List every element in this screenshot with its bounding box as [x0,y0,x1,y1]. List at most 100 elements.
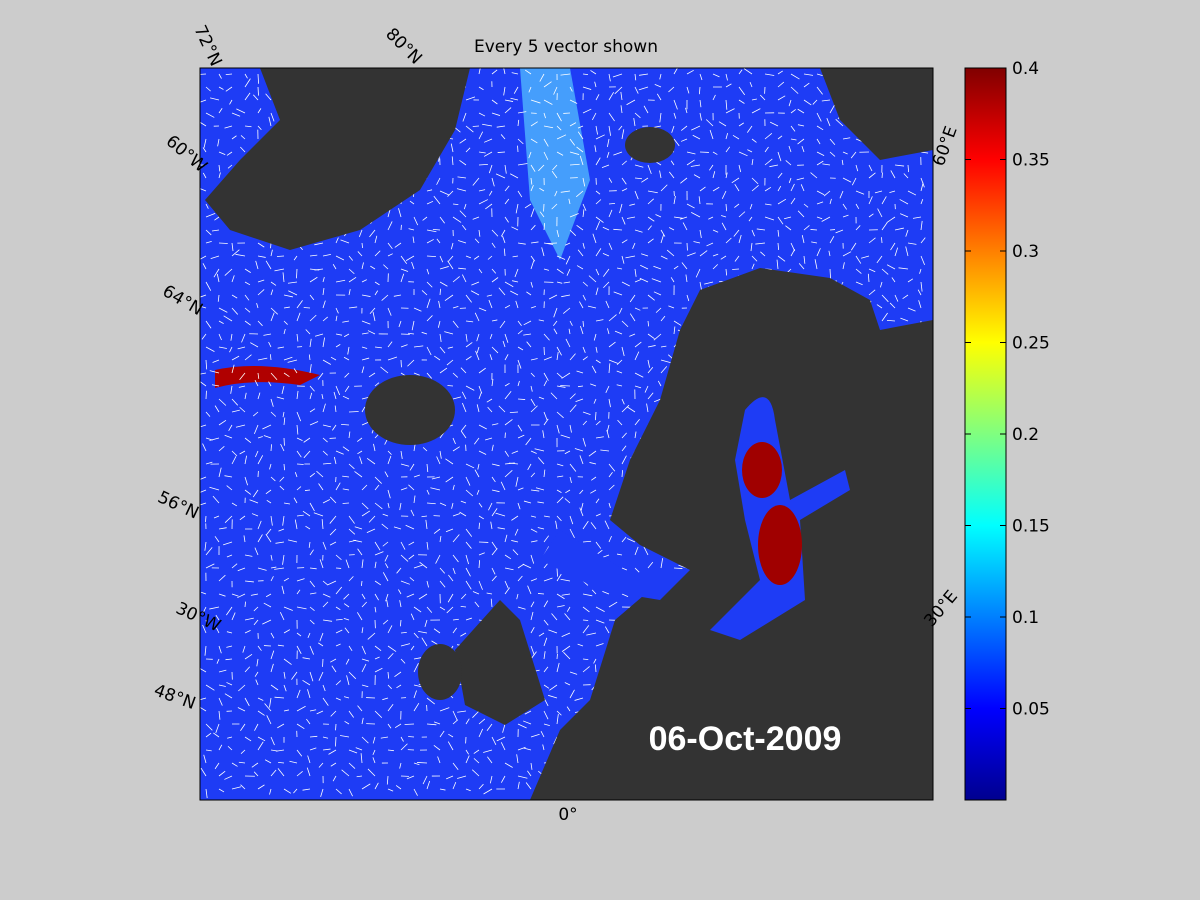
vector [530,554,535,564]
vector [641,253,649,257]
vector [556,151,564,156]
vector [294,519,298,530]
vector [470,290,480,296]
vector [439,281,448,287]
vector [491,508,498,517]
land-britain [455,600,545,725]
vector [907,190,917,196]
vector [226,485,233,491]
vector [621,346,625,357]
vector [855,268,862,274]
vector [488,502,493,511]
vector [629,313,636,322]
vector [361,645,366,655]
vector [842,214,849,218]
vector [576,370,584,374]
vector [369,307,376,315]
vector [577,385,584,388]
vector [621,255,625,264]
vector [360,753,363,764]
vector [452,781,457,790]
vector [201,333,207,340]
vector [530,224,536,231]
vector [751,98,758,101]
vector [439,730,445,738]
vector [255,260,259,270]
vector [478,385,483,394]
vector [465,541,472,549]
vector [556,662,560,673]
vector [257,567,267,571]
vector [600,449,610,452]
vector [616,370,623,374]
vector [725,268,728,276]
vector [344,372,350,378]
vector [224,693,233,699]
vector [894,227,904,231]
vector [465,125,474,133]
vector [348,788,353,797]
vector [228,424,233,431]
vector [634,385,642,389]
vector [569,671,578,675]
vector [387,703,394,712]
vector [487,756,493,764]
vector [200,305,207,309]
vector [413,372,420,376]
vector [452,305,459,309]
vector [835,119,844,127]
vector [361,406,366,413]
vector [530,305,536,309]
vector [242,645,246,653]
vector [444,294,454,302]
vector [309,592,317,595]
vector [614,86,623,95]
vector [322,684,326,692]
vector [296,705,306,712]
vector [592,233,597,244]
vector [821,216,831,222]
vector [690,164,701,167]
vector [695,268,701,278]
vector [348,645,353,652]
vector [478,189,486,192]
vector [595,221,601,231]
vector [202,443,207,452]
vector [218,108,223,114]
vector [433,195,441,205]
vector [244,268,251,273]
vector [569,404,577,413]
vector [399,600,402,608]
vector [361,580,363,587]
vector [289,760,298,764]
vector [476,489,480,495]
vector [708,216,714,220]
vector [383,264,389,270]
vector [400,658,406,664]
vector [634,86,639,94]
vector [634,431,637,439]
vector [439,707,450,712]
vector [764,186,772,192]
vector [476,346,480,354]
vector [504,281,514,288]
vector [332,775,337,782]
vector [504,382,510,387]
vector [361,663,367,673]
vector [209,606,220,610]
vector [424,619,428,628]
vector [516,754,519,764]
vector [409,577,415,582]
vector [452,618,459,621]
vector [329,541,337,546]
vector [218,770,226,777]
vector [537,457,545,465]
vector [213,732,220,738]
vector [613,291,623,296]
vector [541,247,545,257]
vector [706,242,714,247]
vector [605,300,610,309]
vector [634,190,639,200]
vector [398,589,402,595]
vector [638,86,649,91]
